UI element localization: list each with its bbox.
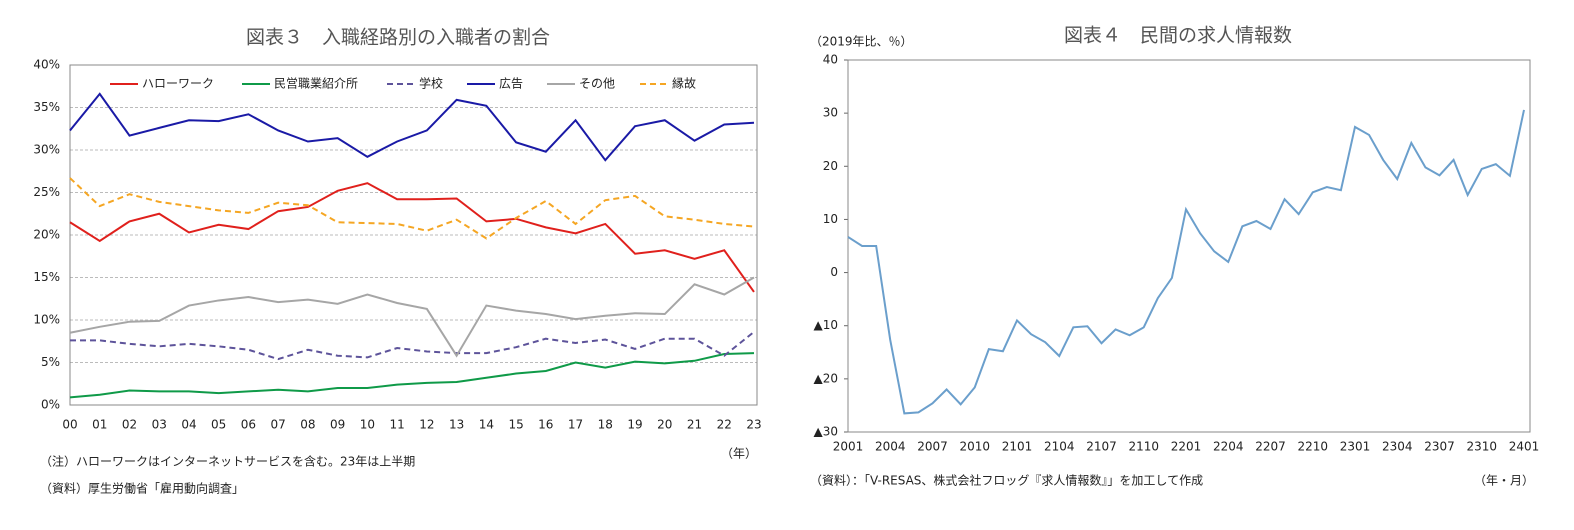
legend-label: 学校 (419, 76, 443, 91)
y-tick-label: 30 (823, 106, 838, 120)
y-tick-label: 25% (33, 185, 60, 199)
x-tick-label: 2107 (1086, 440, 1117, 454)
line (69, 276, 755, 358)
x-tick-label: 00 (62, 418, 77, 432)
x-tick-label: 20 (657, 418, 672, 432)
y-tick-label: 40% (33, 58, 60, 72)
y-tick-label: ▲30 (814, 425, 839, 439)
note: （注）ハローワークはインターネットサービスを含む。23年は上半期 (40, 454, 415, 469)
x-unit: （年・月） (1474, 474, 1534, 488)
x-tick-label: 2010 (959, 440, 990, 454)
x-tick-label: 16 (538, 418, 553, 432)
legend-label: 広告 (499, 77, 523, 91)
x-tick-label: 12 (419, 418, 434, 432)
y-tick-label: 15% (33, 270, 60, 284)
x-tick-label: 02 (122, 418, 137, 432)
chart-title: 図表３ 入職経路別の入職者の割合 (246, 27, 550, 49)
line (69, 352, 755, 399)
x-tick-label: 2307 (1424, 440, 1455, 454)
y-tick-label: 20 (823, 159, 838, 173)
chart-title: 図表４ 民間の求人情報数 (1064, 25, 1292, 47)
legend-label: 縁故 (672, 76, 696, 91)
x-tick-label: 2207 (1255, 440, 1286, 454)
source: （資料）：「V-RESAS、株式会社フロッグ『求人情報数』」を加工して作成 (810, 473, 1203, 488)
x-tick-label: 04 (181, 418, 196, 432)
x-tick-label: 22 (717, 418, 732, 432)
x-tick-label: 2104 (1044, 440, 1075, 454)
x-tick-label: 21 (687, 418, 702, 432)
x-tick-label: 18 (598, 418, 613, 432)
y-tick-label: 30% (33, 143, 60, 157)
x-tick-label: 11 (389, 418, 404, 432)
x-tick-label: 2201 (1171, 440, 1202, 454)
x-tick-label: 14 (479, 418, 494, 432)
y-unit: （2019年比、％） (810, 35, 913, 49)
y-tick-label: 40 (823, 53, 838, 67)
line (69, 177, 755, 240)
x-tick-label: 08 (300, 418, 315, 432)
y-tick-label: 0 (830, 265, 838, 279)
plot-frame (69, 64, 758, 406)
x-tick-label: 2004 (875, 440, 906, 454)
y-tick-label: 10% (33, 313, 60, 327)
x-tick-label: 2110 (1128, 440, 1159, 454)
x-tick-label: 15 (508, 418, 523, 432)
x-tick-label: 06 (241, 418, 256, 432)
x-tick-label: 05 (211, 418, 226, 432)
legend-label: その他 (579, 77, 615, 91)
line (70, 331, 755, 361)
line (69, 92, 755, 162)
legend-label: 民営職業紹介所 (274, 77, 358, 91)
x-tick-label: 13 (449, 418, 464, 432)
y-tick-label: 0% (41, 398, 60, 412)
x-tick-label: 2007 (917, 440, 948, 454)
x-tick-label: 2204 (1213, 440, 1244, 454)
x-tick-label: 09 (330, 418, 345, 432)
y-tick-label: 5% (41, 355, 60, 369)
y-tick-label: ▲20 (814, 371, 839, 385)
plot-frame (847, 59, 1531, 433)
y-tick-label: 20% (33, 228, 60, 242)
x-tick-label: 2001 (833, 440, 864, 454)
x-tick-label: 17 (568, 418, 583, 432)
x-tick-label: 03 (152, 418, 167, 432)
x-tick-label: 2401 (1509, 440, 1540, 454)
x-tick-label: 19 (627, 418, 642, 432)
x-tick-label: 01 (92, 418, 107, 432)
line (69, 182, 755, 293)
x-tick-label: 23 (746, 418, 761, 432)
y-tick-label: 35% (33, 100, 60, 114)
x-tick-label: 2304 (1382, 440, 1413, 454)
x-unit: （年） (721, 447, 757, 461)
y-tick-label: ▲10 (814, 318, 839, 332)
x-tick-label: 2310 (1466, 440, 1497, 454)
x-tick-label: 10 (360, 418, 375, 432)
line (847, 109, 1525, 415)
x-tick-label: 2101 (1002, 440, 1033, 454)
y-tick-label: 10 (823, 212, 838, 226)
x-tick-label: 2210 (1297, 440, 1328, 454)
x-tick-label: 07 (271, 418, 286, 432)
note: （資料）厚生労働省「雇用動向調査」 (40, 481, 244, 496)
x-tick-label: 2301 (1340, 440, 1371, 454)
legend-label: ハローワーク (142, 77, 214, 91)
